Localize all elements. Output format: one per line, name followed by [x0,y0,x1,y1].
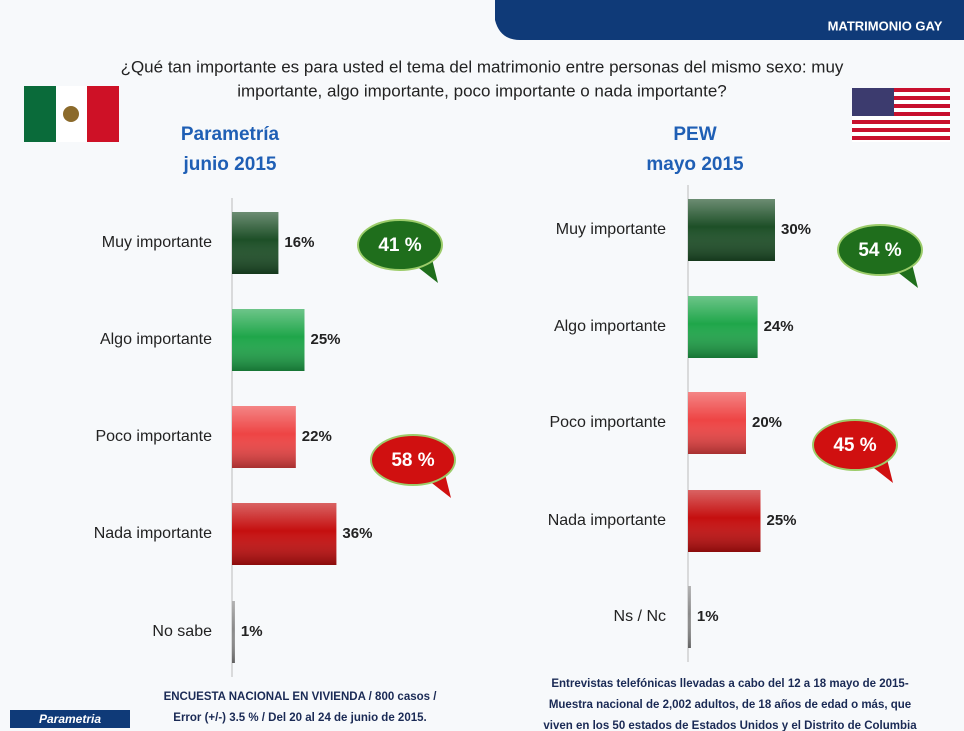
value-label: 30% [781,221,811,238]
header-tab [495,0,964,40]
value-label: 25% [311,331,341,348]
flag-mexico [24,86,119,142]
bar-shade [688,296,758,358]
callout-bubble [812,419,898,471]
category-label: Poco importante [549,414,666,431]
footnote: ENCUESTA NACIONAL EN VIVIENDA / 800 caso… [164,691,438,703]
chart-subtitle: junio 2015 [183,154,277,175]
category-label: Muy importante [102,234,212,251]
bar-shade [688,490,761,552]
question-line: importante, algo importante, poco import… [237,81,727,100]
value-label: 1% [241,623,263,640]
value-label: 22% [302,428,332,445]
callout-text: 54 % [858,240,901,261]
bar-shade [232,212,279,274]
brand-logo [10,710,130,728]
bar-shade [232,503,337,565]
footnote: viven en los 50 estados de Estados Unido… [543,720,917,731]
bar-shade [688,586,691,648]
brand-name: Parametria [39,712,101,726]
callout-bubble [370,434,456,486]
category-label: Muy importante [556,221,666,238]
footnote: Error (+/-) 3.5 % / Del 20 al 24 de juni… [173,712,426,724]
callout-text: 41 % [378,235,421,256]
category-label: Algo importante [554,318,666,335]
value-label: 20% [752,414,782,431]
footnote: Muestra nacional de 2,002 adultos, de 18… [549,699,911,711]
flag-usa [852,88,950,142]
value-label: 1% [697,608,719,625]
chart-subtitle: mayo 2015 [646,154,744,175]
value-label: 25% [767,512,797,529]
category-label: Nada importante [94,525,212,542]
callout-bubble [837,224,923,276]
chart-title: PEW [673,124,716,145]
footnote: Entrevistas telefónicas llevadas a cabo … [551,678,908,690]
bar-shade [232,601,235,663]
value-label: 16% [284,234,314,251]
callout-bubble [357,219,443,271]
category-label: Ns / Nc [614,608,666,625]
category-label: Poco importante [95,428,212,445]
question-line: ¿Qué tan importante es para usted el tem… [121,57,844,76]
bar-shade [232,309,305,371]
bar-shade [232,406,296,468]
category-label: Nada importante [548,512,666,529]
category-label: No sabe [152,623,212,640]
callout-text: 45 % [833,435,876,456]
value-label: 36% [342,525,372,542]
value-label: 24% [764,318,794,335]
callout-text: 58 % [391,450,434,471]
category-label: Algo importante [100,331,212,348]
chart-title: Parametría [181,124,280,145]
bar-shade [688,392,746,454]
header-title: MATRIMONIO GAY [828,18,943,33]
bar-shade [688,199,775,261]
